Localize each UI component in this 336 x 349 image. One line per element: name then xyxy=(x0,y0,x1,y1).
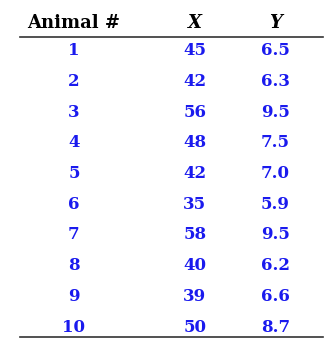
Text: 9: 9 xyxy=(68,288,80,305)
Text: 7.0: 7.0 xyxy=(261,165,290,182)
Text: 1: 1 xyxy=(68,42,80,59)
Text: 7: 7 xyxy=(68,227,80,243)
Text: 5: 5 xyxy=(68,165,80,182)
Text: 48: 48 xyxy=(183,134,206,151)
Text: 6.6: 6.6 xyxy=(261,288,290,305)
Text: 56: 56 xyxy=(183,104,206,120)
Text: 8: 8 xyxy=(68,257,80,274)
Text: 35: 35 xyxy=(183,196,206,213)
Text: 50: 50 xyxy=(183,319,206,335)
Text: 40: 40 xyxy=(183,257,206,274)
Text: 58: 58 xyxy=(183,227,206,243)
Text: 2: 2 xyxy=(68,73,80,90)
Text: 42: 42 xyxy=(183,73,206,90)
Text: 42: 42 xyxy=(183,165,206,182)
Text: 5.9: 5.9 xyxy=(261,196,290,213)
Text: X: X xyxy=(188,14,202,32)
Text: Y: Y xyxy=(269,14,282,32)
Text: 9.5: 9.5 xyxy=(261,227,290,243)
Text: 7.5: 7.5 xyxy=(261,134,290,151)
Text: 6.5: 6.5 xyxy=(261,42,290,59)
Text: 39: 39 xyxy=(183,288,206,305)
Text: 3: 3 xyxy=(68,104,80,120)
Text: 6.2: 6.2 xyxy=(261,257,290,274)
Text: 9.5: 9.5 xyxy=(261,104,290,120)
Text: 8.7: 8.7 xyxy=(261,319,290,335)
Text: 10: 10 xyxy=(62,319,85,335)
Text: 45: 45 xyxy=(183,42,206,59)
Text: 4: 4 xyxy=(68,134,80,151)
Text: 6: 6 xyxy=(68,196,80,213)
Text: Animal #: Animal # xyxy=(28,14,120,32)
Text: 6.3: 6.3 xyxy=(261,73,290,90)
